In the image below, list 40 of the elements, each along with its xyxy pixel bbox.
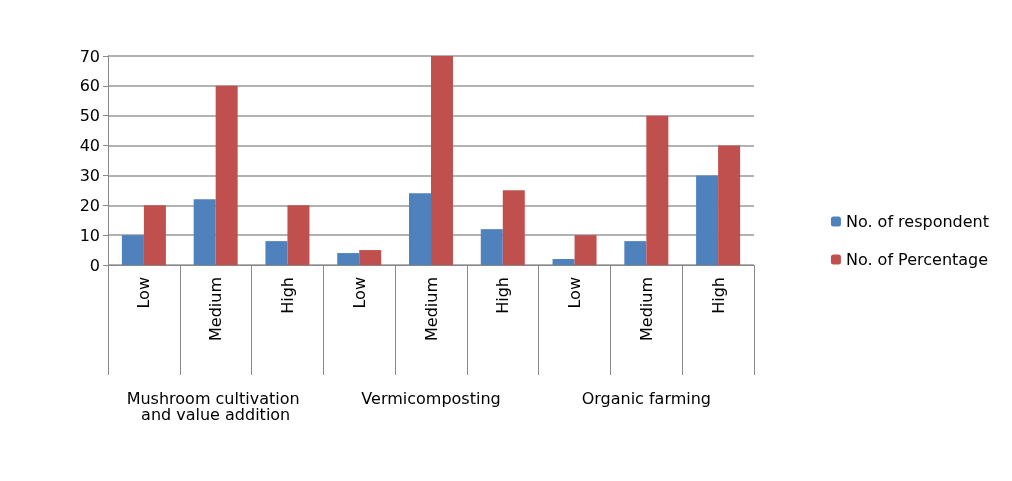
bar xyxy=(409,193,431,265)
bar xyxy=(143,205,166,265)
bar xyxy=(337,253,360,265)
bar xyxy=(502,190,525,265)
bar xyxy=(287,205,310,265)
y-tick-label: 20 xyxy=(79,195,100,215)
bar xyxy=(718,145,741,265)
x-tick-label: Medium xyxy=(206,277,226,341)
bar xyxy=(265,241,288,265)
y-tick-label: 40 xyxy=(79,136,100,156)
bar xyxy=(574,235,597,265)
text: Organic farming xyxy=(581,388,712,408)
bar xyxy=(431,56,453,265)
x-tick-label: Medium xyxy=(421,277,441,341)
y-tick-label: 0 xyxy=(89,255,100,275)
bar xyxy=(696,175,719,265)
y-tick-label: 70 xyxy=(79,46,100,66)
bar xyxy=(480,229,503,265)
bar xyxy=(646,115,669,265)
x-tick-label: Medium xyxy=(636,277,656,341)
bar xyxy=(359,250,382,265)
y-tick-label: 60 xyxy=(79,76,100,96)
x-tick-label: High xyxy=(277,277,297,314)
x-tick-label: Low xyxy=(349,277,369,309)
legend-label: No. of Percentage xyxy=(845,250,989,269)
x-tick-label: Low xyxy=(134,277,154,309)
bar xyxy=(552,259,575,265)
text: Vermicomposting xyxy=(361,388,501,408)
bar xyxy=(121,235,144,265)
legend-label: No. of respondent xyxy=(845,212,989,231)
x-tick-label: Low xyxy=(565,277,585,309)
x-tick-label: High xyxy=(708,277,728,314)
y-tick-label: 50 xyxy=(79,106,100,126)
bar xyxy=(624,241,647,265)
y-tick-label: 10 xyxy=(79,225,100,245)
x-tick-label: High xyxy=(493,277,513,314)
bar xyxy=(215,85,238,265)
text: Mushroom cultivation and value addition xyxy=(126,388,305,424)
y-tick-label: 30 xyxy=(79,165,100,185)
bar xyxy=(193,199,216,265)
